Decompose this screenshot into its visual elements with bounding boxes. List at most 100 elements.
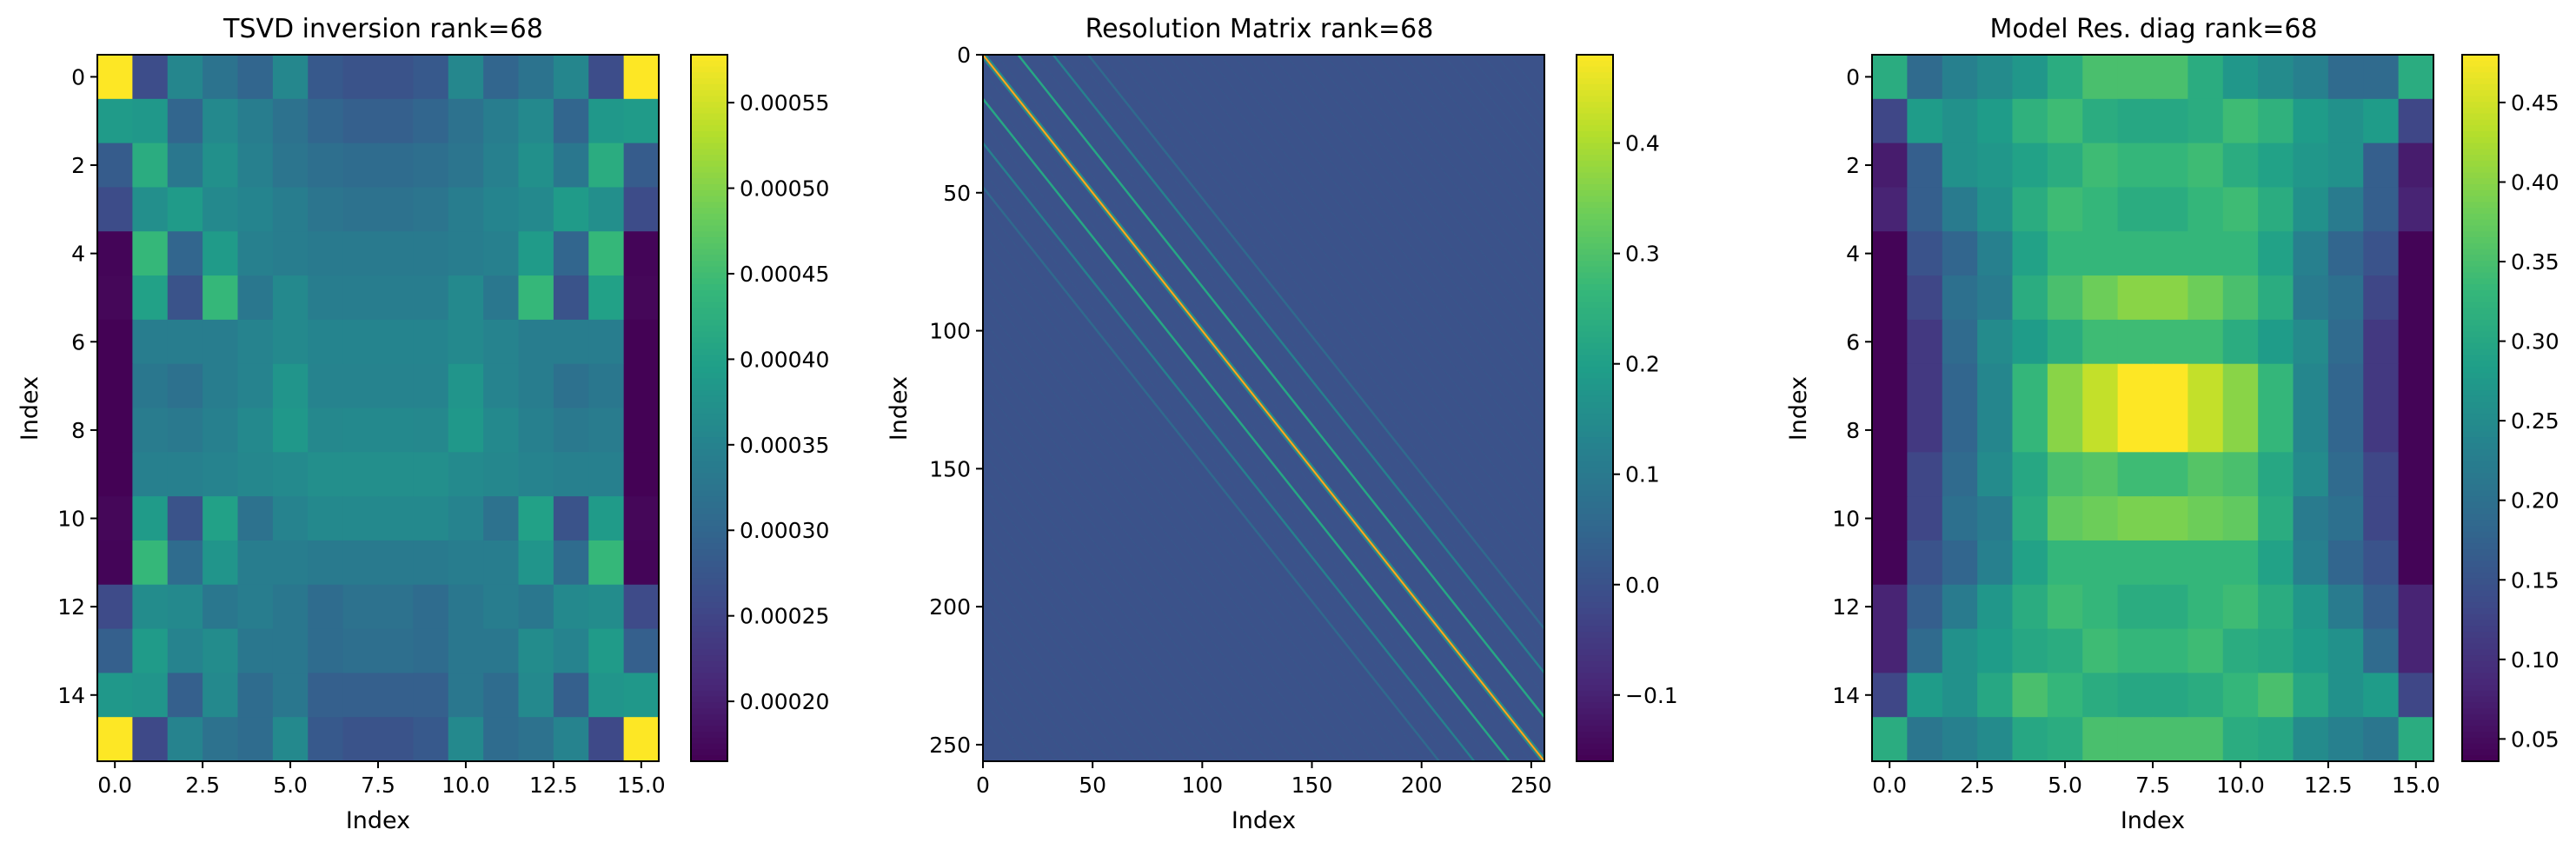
heatmap-cell: [237, 673, 274, 718]
heatmap-cell: [237, 408, 274, 453]
heatmap-cell: [342, 496, 379, 541]
colorbar-segment: [1577, 626, 1613, 633]
heatmap-cell: [1942, 275, 1978, 321]
heatmap-cell: [1942, 584, 1978, 630]
heatmap-cell: [518, 98, 554, 144]
colorbar-segment: [1577, 308, 1613, 315]
matrix-texture-line: [1192, 54, 1545, 497]
colorbar-segment: [2462, 749, 2499, 757]
heatmap-cell: [413, 55, 449, 100]
matrix-texture-line: [982, 452, 1230, 762]
colorbar-segment: [691, 78, 727, 85]
heatmap-cell: [202, 673, 239, 718]
heatmap-cell: [1872, 540, 1908, 586]
heatmap-cell: [2012, 319, 2048, 365]
heatmap-cell: [378, 628, 414, 673]
matrix-texture-line: [1364, 54, 1545, 282]
colorbar-segment: [2462, 531, 2499, 539]
colorbar-segment: [1577, 720, 1613, 727]
heatmap-cell: [2012, 187, 2048, 232]
heatmap-cell: [308, 187, 344, 232]
colorbar-segment: [1577, 119, 1613, 127]
colorbar-segment: [691, 136, 727, 144]
model-res-title: Model Res. diag rank=68: [1989, 14, 2317, 44]
colorbar-segment: [691, 431, 727, 439]
heatmap-cell: [448, 98, 484, 144]
colorbar-segment: [691, 614, 727, 621]
colorbar-segment: [691, 325, 727, 333]
colorbar-segment: [1577, 155, 1613, 162]
colorbar-segment: [1577, 408, 1613, 415]
heatmap-cell: [237, 628, 274, 673]
x-tick-label: 2.5: [1960, 773, 1995, 798]
colorbar-segment: [2462, 478, 2499, 486]
colorbar-segment: [691, 378, 727, 386]
heatmap-cell: [1942, 363, 1978, 409]
heatmap-cell: [1977, 55, 2014, 100]
y-tick-label: 0: [1846, 64, 1860, 90]
heatmap-cell: [2153, 540, 2188, 586]
colorbar-segment: [691, 461, 727, 468]
heatmap-cell: [2327, 584, 2364, 630]
colorbar-segment: [691, 660, 727, 668]
heatmap-cell: [97, 55, 133, 100]
colorbar-segment: [691, 102, 727, 109]
heatmap-cell: [97, 275, 133, 321]
heatmap-cell: [448, 717, 484, 762]
matrix-texture-line: [982, 518, 1177, 762]
heatmap-cell: [2153, 628, 2188, 673]
colorbar-segment: [691, 543, 727, 550]
heatmap-cell: [132, 452, 169, 497]
colorbar-segment: [691, 573, 727, 580]
colorbar-segment: [2462, 237, 2499, 244]
colorbar-segment: [1577, 473, 1613, 480]
colorbar-segment: [2462, 314, 2499, 321]
heatmap-cell: [413, 717, 449, 762]
heatmap-cell: [272, 584, 309, 630]
heatmap-cell: [2398, 717, 2434, 762]
colorbar-segment: [1577, 90, 1613, 97]
colorbar-segment: [691, 713, 727, 721]
colorbar-tick-label: 0.30: [2511, 329, 2559, 355]
colorbar-segment: [2462, 355, 2499, 362]
colorbar-segment: [1577, 637, 1613, 645]
colorbar-segment: [2462, 537, 2499, 545]
colorbar-segment: [691, 272, 727, 280]
colorbar-segment: [2462, 755, 2499, 762]
heatmap-cell: [588, 496, 625, 541]
heatmap-cell: [2327, 540, 2364, 586]
colorbar-segment: [2462, 720, 2499, 727]
colorbar-segment: [2462, 219, 2499, 227]
heatmap-cell: [2188, 673, 2224, 718]
heatmap-cell: [132, 408, 169, 453]
colorbar-segment: [2462, 72, 2499, 79]
matrix-texture-line: [982, 368, 1295, 762]
x-tick-label: 0: [976, 773, 990, 798]
heatmap-cell: [2327, 143, 2364, 189]
colorbar-segment: [2462, 437, 2499, 444]
colorbar-segment: [2462, 231, 2499, 238]
colorbar-segment: [2462, 337, 2499, 344]
heatmap-cell: [167, 143, 203, 189]
main-diagonal-core: [982, 54, 1545, 762]
heatmap-cell: [167, 717, 203, 762]
colorbar-segment: [1577, 743, 1613, 751]
heatmap-cell: [2012, 628, 2048, 673]
x-tick-label: 12.5: [2304, 773, 2353, 798]
colorbar-segment: [691, 125, 727, 132]
heatmap-cell: [1977, 628, 2014, 673]
colorbar-segment: [2462, 266, 2499, 274]
heatmap-cell: [2398, 319, 2434, 365]
heatmap-cell: [202, 540, 239, 586]
heatmap-cell: [2082, 55, 2119, 100]
colorbar-segment: [2462, 496, 2499, 503]
colorbar-segment: [1577, 514, 1613, 521]
heatmap-cell: [623, 187, 660, 232]
heatmap-cell: [2293, 408, 2329, 453]
heatmap-cell: [2012, 496, 2048, 541]
heatmap-cell: [1977, 717, 2014, 762]
colorbar-segment: [2462, 408, 2499, 415]
colorbar-segment: [1577, 361, 1613, 368]
heatmap-cell: [2117, 673, 2154, 718]
matrix-texture-line: [1443, 54, 1545, 182]
